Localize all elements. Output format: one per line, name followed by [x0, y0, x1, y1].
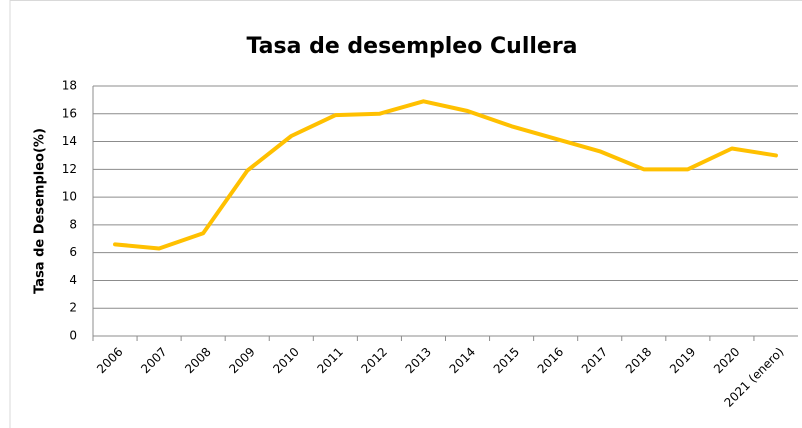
- y-tick-label: 12: [62, 162, 77, 176]
- y-tick-label: 10: [62, 190, 77, 204]
- y-tick-label: 18: [62, 79, 77, 93]
- y-tick-label: 6: [69, 245, 77, 259]
- y-tick-label: 8: [69, 217, 77, 231]
- y-axis-label: Tasa de Desempleo(%): [33, 128, 48, 294]
- y-tick-label: 0: [69, 329, 77, 343]
- chart-frame: [9, 0, 802, 428]
- line-series: [113, 99, 778, 251]
- chart-title: Tasa de desempleo Cullera: [246, 34, 577, 59]
- y-tick-label: 16: [62, 106, 77, 120]
- y-tick-label: 4: [69, 273, 77, 287]
- y-tick-label: 2: [69, 301, 77, 315]
- y-tick-label: 14: [62, 134, 77, 148]
